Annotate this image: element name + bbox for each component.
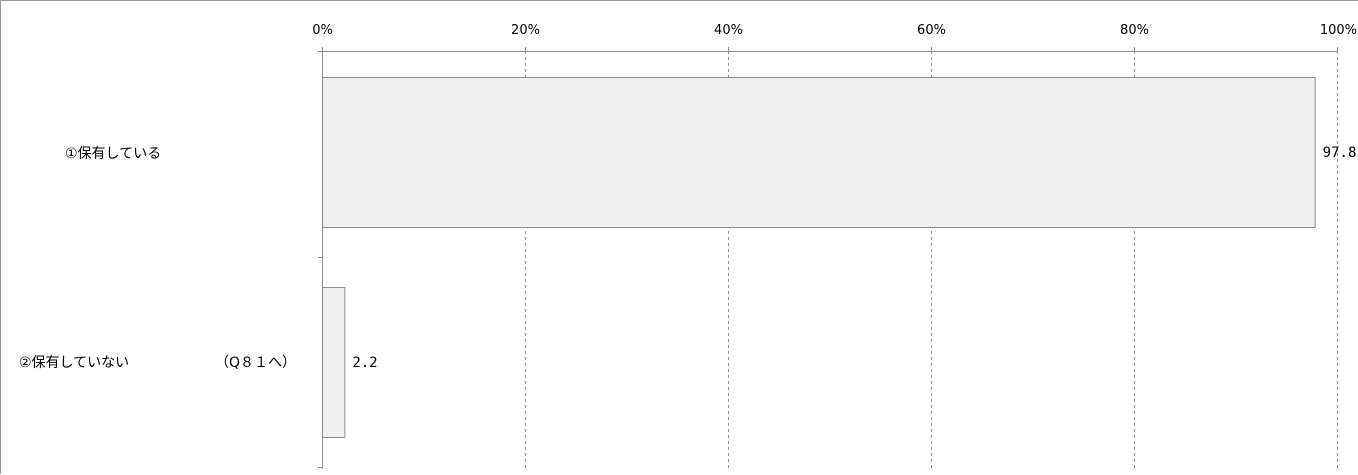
x-tick-label: 80%: [1120, 23, 1149, 38]
x-tick-label: 40%: [714, 23, 743, 38]
data-label: 97.8: [1323, 145, 1357, 161]
data-label: 2.2: [352, 355, 377, 371]
x-tick-label: 100%: [1320, 23, 1357, 38]
category-label: ②保有していない: [19, 355, 129, 371]
x-tick-label: 60%: [917, 23, 946, 38]
category-note: （Q８１へ）: [215, 355, 296, 371]
x-tick-label: 0%: [312, 23, 333, 38]
bar: [322, 77, 1316, 228]
category-label: ①保有している: [65, 146, 161, 162]
x-tick-label: 20%: [511, 23, 540, 38]
bar: [322, 287, 346, 438]
